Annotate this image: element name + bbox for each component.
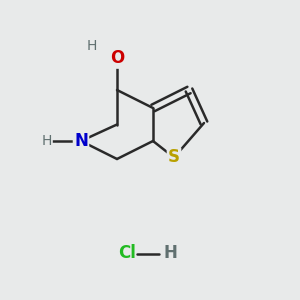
Text: H: H xyxy=(41,134,52,148)
Text: S: S xyxy=(168,148,180,166)
Text: O: O xyxy=(110,50,124,68)
Text: H: H xyxy=(164,244,177,262)
Text: Cl: Cl xyxy=(118,244,136,262)
Text: N: N xyxy=(74,132,88,150)
Text: H: H xyxy=(86,40,97,53)
